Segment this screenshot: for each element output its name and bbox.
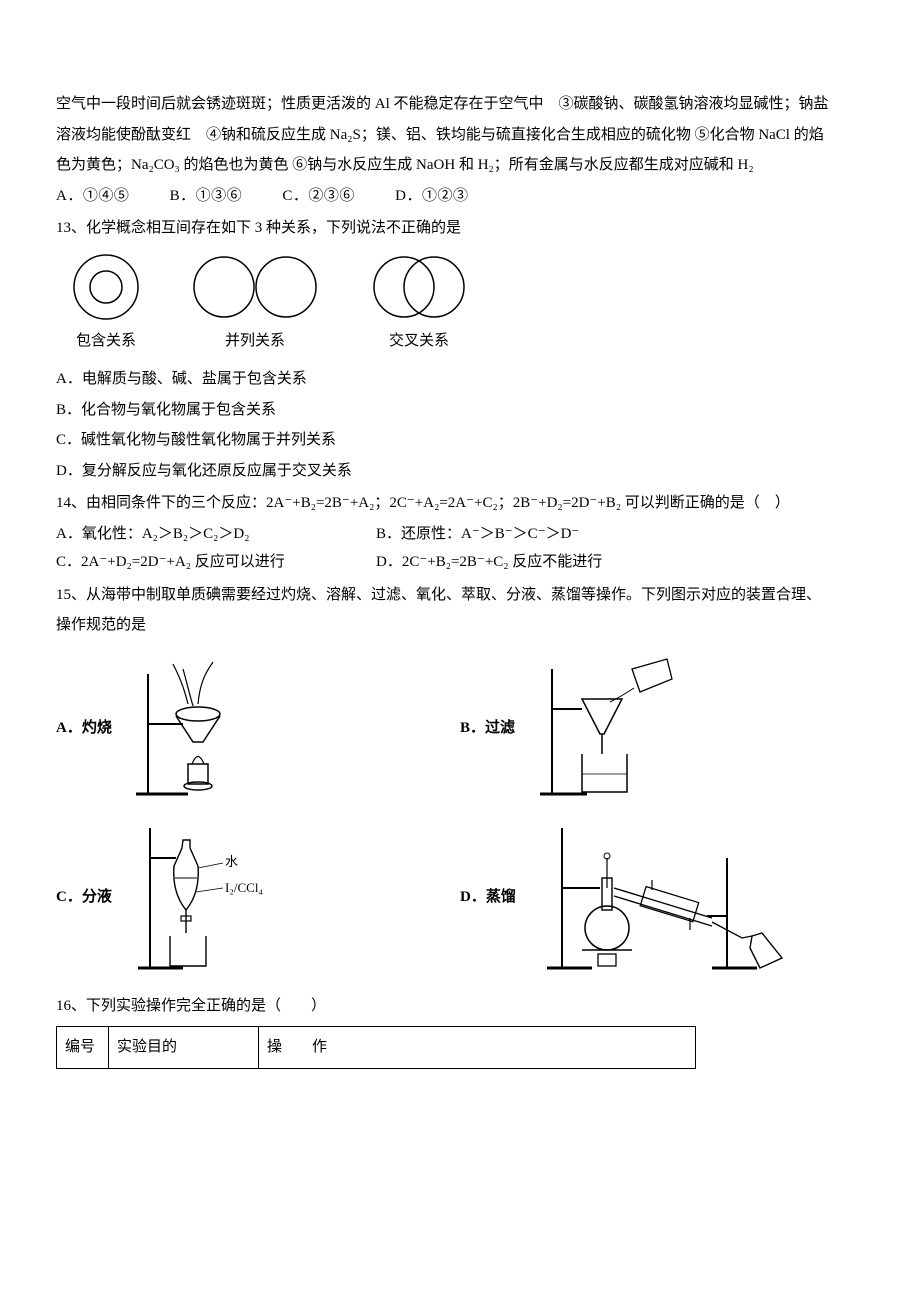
th-operation: 操 作: [259, 1027, 696, 1069]
venn-parallel: 并列关系: [190, 251, 320, 356]
q13-opt-a: A．电解质与酸、碱、盐属于包含关系: [56, 365, 864, 394]
q13-head: 13、化学概念相互间存在如下 3 种关系，下列说法不正确的是: [56, 214, 864, 243]
water-label: 水: [225, 854, 238, 869]
q14-opt-d: D．2C⁻+B₂=2B⁻+C₂ 反应不能进行: [376, 548, 602, 577]
venn-cross-label: 交叉关系: [364, 327, 474, 356]
q16-head: 16、下列实验操作完全正确的是（ ）: [56, 992, 864, 1021]
q12-opt-b: B．①③⑥: [170, 182, 243, 211]
q15-label-b: B．过滤: [460, 714, 524, 743]
q15-fig-row-2: C．分液 水 I₂/CCl₄ D．蒸馏: [56, 818, 864, 978]
venn-diagrams-row: 包含关系 并列关系 交叉关系: [66, 251, 864, 356]
distillation-apparatus-icon: [532, 818, 812, 978]
q14-opt-a: A．氧化性：A₂＞B₂＞C₂＞D₂: [56, 520, 376, 549]
q14-row2: C．2A⁻+D₂=2D⁻+A₂ 反应可以进行 D．2C⁻+B₂=2B⁻+C₂ 反…: [56, 548, 864, 577]
q15-head-1: 15、从海带中制取单质碘需要经过灼烧、溶解、过滤、氧化、萃取、分液、蒸馏等操作。…: [56, 581, 864, 610]
intro-line-2: 溶液均能使酚酞变红 ④钠和硫反应生成 Na₂S；镁、铝、铁均能与硫直接化合生成相…: [56, 121, 864, 150]
venn-parallel-label: 并列关系: [190, 327, 320, 356]
q13-choices: A．电解质与酸、碱、盐属于包含关系 B．化合物与氧化物属于包含关系 C．碱性氧化…: [56, 365, 864, 485]
q14-opt-c: C．2A⁻+D₂=2D⁻+A₂ 反应可以进行: [56, 548, 376, 577]
th-purpose: 实验目的: [109, 1027, 259, 1069]
table-header-row: 编号 实验目的 操 作: [57, 1027, 696, 1069]
q16-table: 编号 实验目的 操 作: [56, 1026, 696, 1069]
venn-cross-icon: [364, 251, 474, 323]
q15-fig-a: A．灼烧: [56, 654, 460, 804]
q12-opt-a: A．①④⑤: [56, 182, 129, 211]
q12-opt-d: D．①②③: [395, 182, 468, 211]
intro-line-3: 色为黄色；Na₂CO₃ 的焰色也为黄色 ⑥钠与水反应生成 NaOH 和 H₂；所…: [56, 151, 864, 180]
venn-include-icon: [66, 251, 146, 323]
q13-opt-c: C．碱性氧化物与酸性氧化物属于并列关系: [56, 426, 864, 455]
burning-apparatus-icon: [128, 654, 278, 804]
separation-apparatus-icon: 水 I₂/CCl₄: [128, 818, 288, 978]
q14-row1: A．氧化性：A₂＞B₂＞C₂＞D₂ B．还原性：A⁻＞B⁻＞C⁻＞D⁻: [56, 520, 864, 549]
q15-label-d: D．蒸馏: [460, 883, 524, 912]
q15-label-a: A．灼烧: [56, 714, 120, 743]
q14-opt-b: B．还原性：A⁻＞B⁻＞C⁻＞D⁻: [376, 520, 579, 549]
venn-cross: 交叉关系: [364, 251, 474, 356]
q15-fig-d: D．蒸馏: [460, 818, 864, 978]
q15-fig-b: B．过滤: [460, 654, 864, 804]
th-number: 编号: [57, 1027, 109, 1069]
venn-include: 包含关系: [66, 251, 146, 356]
iccl4-label: I₂/CCl₄: [225, 880, 263, 895]
q15-fig-c: C．分液 水 I₂/CCl₄: [56, 818, 460, 978]
q15-fig-row-1: A．灼烧 B．过滤: [56, 654, 864, 804]
filter-apparatus-icon: [532, 654, 702, 804]
q13-opt-d: D．复分解反应与氧化还原反应属于交叉关系: [56, 457, 864, 486]
q13-opt-b: B．化合物与氧化物属于包含关系: [56, 396, 864, 425]
venn-include-label: 包含关系: [66, 327, 146, 356]
q15-label-c: C．分液: [56, 883, 120, 912]
q12-options: A．①④⑤ B．①③⑥ C．②③⑥ D．①②③: [56, 182, 864, 211]
q14-head: 14、由相同条件下的三个反应：2A⁻+B₂=2B⁻+A₂；2C⁻+A₂=2A⁻+…: [56, 489, 864, 518]
intro-line-1: 空气中一段时间后就会锈迹斑斑；性质更活泼的 Al 不能稳定存在于空气中 ③碳酸钠…: [56, 90, 864, 119]
q12-opt-c: C．②③⑥: [282, 182, 355, 211]
q15-head-2: 操作规范的是: [56, 611, 864, 640]
venn-parallel-icon: [190, 251, 320, 323]
